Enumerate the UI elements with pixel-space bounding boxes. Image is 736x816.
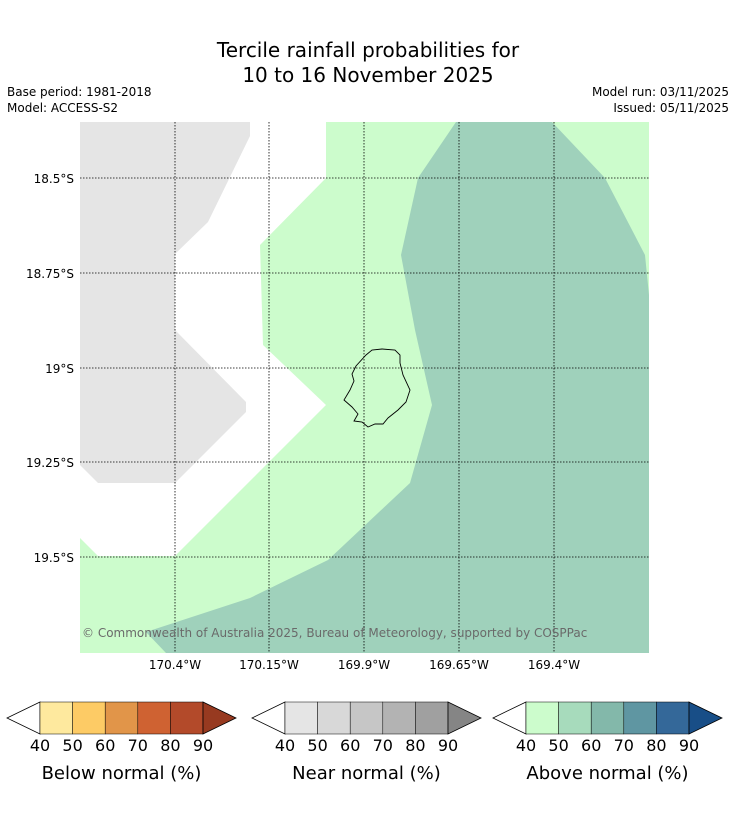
legend-1: 40 50 60 70 80 90 Below normal (%) <box>6 701 237 784</box>
above-normal-50-region <box>146 122 649 653</box>
legend-tick: 40 <box>30 736 50 755</box>
legend-tick: 70 <box>373 736 393 755</box>
legend-tick: 60 <box>340 736 360 755</box>
legend-tick: 80 <box>646 736 666 755</box>
legend-tick: 80 <box>405 736 425 755</box>
lat-label: 18.5°S <box>34 172 74 186</box>
legend-tick: 60 <box>95 736 115 755</box>
legend-high-extend <box>202 701 237 735</box>
model-run: Model run: 03/11/2025 <box>591 85 729 99</box>
copyright-text: © Commonwealth of Australia 2025, Bureau… <box>82 626 587 640</box>
legend-caption: Near normal (%) <box>292 763 441 784</box>
lat-label: 19.5°S <box>34 551 74 565</box>
lat-label: 19°S <box>45 362 74 376</box>
island-outline <box>343 348 411 428</box>
legend-tick: 50 <box>548 736 568 755</box>
legend-swatch <box>415 701 449 735</box>
lat-label: 18.75°S <box>26 267 74 281</box>
legend-swatch <box>170 701 204 735</box>
legend-tick: 90 <box>193 736 213 755</box>
legend-high-extend <box>688 701 723 735</box>
legend-swatch <box>558 701 592 735</box>
lon-label: 169.9°W <box>338 658 390 672</box>
lon-label: 169.65°W <box>429 658 489 672</box>
legend-swatch <box>382 701 416 735</box>
legend-low-extend <box>251 701 286 735</box>
legend-swatch <box>284 701 318 735</box>
legend-tick: 50 <box>307 736 327 755</box>
legend-swatch <box>39 701 73 735</box>
legends: 40 50 60 70 80 90 Below normal (%) 40 50 60 70 80 90… <box>6 701 723 784</box>
issued-date: Issued: 05/11/2025 <box>613 101 729 115</box>
legend-tick: 60 <box>581 736 601 755</box>
legend-tick: 70 <box>128 736 148 755</box>
legend-tick: 70 <box>614 736 634 755</box>
legend-caption: Above normal (%) <box>526 763 688 784</box>
legend-swatch <box>72 701 106 735</box>
legend-tick: 40 <box>516 736 536 755</box>
legend-low-extend <box>492 701 527 735</box>
legend-swatch <box>656 701 690 735</box>
title-line-1: Tercile rainfall probabilities for <box>216 38 520 62</box>
near-normal-region <box>80 122 250 483</box>
legend-tick: 80 <box>160 736 180 755</box>
lon-label: 170.4°W <box>149 658 201 672</box>
model-name: Model: ACCESS-S2 <box>7 101 119 115</box>
lat-label: 19.25°S <box>26 456 74 470</box>
gridlines <box>80 122 649 653</box>
lon-label: 170.15°W <box>239 658 299 672</box>
legend-tick: 90 <box>438 736 458 755</box>
legend-caption: Below normal (%) <box>42 763 202 784</box>
legend-high-extend <box>447 701 482 735</box>
legend-swatch <box>137 701 171 735</box>
lon-label: 169.4°W <box>528 658 580 672</box>
legend-swatch <box>590 701 625 735</box>
title-line-2: 10 to 16 November 2025 <box>242 63 494 87</box>
legend-swatch <box>349 701 384 735</box>
legend-low-extend <box>6 701 41 735</box>
base-period: Base period: 1981-2018 <box>7 85 152 99</box>
legend-swatch <box>623 701 657 735</box>
legend-tick: 50 <box>62 736 82 755</box>
legend-3: 40 50 60 70 80 90 Above normal (%) <box>492 701 723 784</box>
legend-tick: 90 <box>679 736 699 755</box>
legend-swatch <box>525 701 559 735</box>
legend-swatch <box>317 701 351 735</box>
legend-2: 40 50 60 70 80 90 Near normal (%) <box>251 701 482 784</box>
legend-tick: 40 <box>275 736 295 755</box>
legend-swatch <box>104 701 139 735</box>
